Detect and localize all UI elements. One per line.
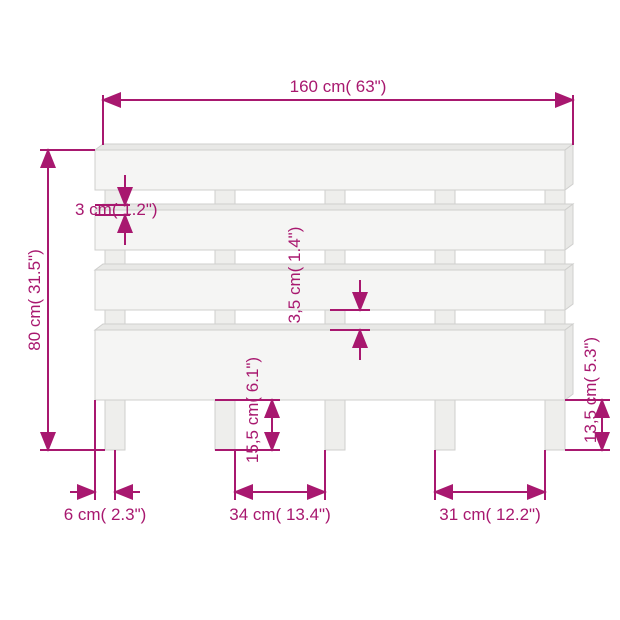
dim-slat-thickness-label: 3 cm( 1.2")	[75, 200, 158, 219]
dim-height-left-label: 80 cm( 31.5")	[25, 249, 44, 350]
headboard-diagram: 160 cm( 63") 80 cm( 31.5") 3 cm( 1.2") 3…	[0, 0, 620, 620]
dim-depth-label: 6 cm( 2.3")	[64, 505, 147, 524]
slats	[95, 144, 573, 400]
dim-leg-spacing-label: 31 cm( 12.2")	[439, 505, 540, 524]
dim-height-left: 80 cm( 31.5")	[25, 150, 105, 450]
dim-width-top: 160 cm( 63")	[103, 77, 573, 145]
headboard	[95, 144, 573, 450]
dim-right-bottom-label: 13,5 cm( 5.3")	[581, 337, 600, 443]
dim-width-top-label: 160 cm( 63")	[290, 77, 387, 96]
dim-leg-spacing: 31 cm( 12.2")	[435, 450, 545, 524]
dim-gap-label: 3,5 cm( 1.4")	[285, 227, 304, 324]
dim-inner-span-label: 34 cm( 13.4")	[229, 505, 330, 524]
dim-leg-height-label: 15,5 cm( 6.1")	[243, 357, 262, 463]
